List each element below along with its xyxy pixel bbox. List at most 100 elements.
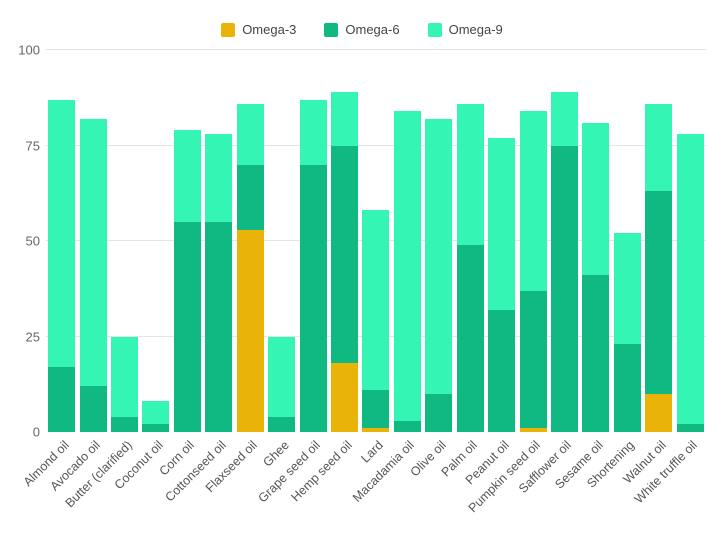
bar-segment-omega9 [582,123,609,276]
bar-segment-omega9 [268,337,295,417]
bar [237,104,264,433]
bar-slot [580,50,611,432]
bar-segment-omega9 [457,104,484,245]
bar-segment-omega9 [425,119,452,394]
y-tick-label: 50 [6,234,40,249]
bar-segment-omega9 [237,104,264,165]
bar-slot [297,50,328,432]
legend-swatch-omega9 [428,23,442,37]
bar [520,111,547,432]
legend-label: Omega-3 [242,22,296,37]
bar-slot [549,50,580,432]
bar-segment-omega6 [582,275,609,432]
bar-segment-omega6 [520,291,547,429]
legend: Omega-3 Omega-6 Omega-9 [0,22,724,37]
bar-slot [77,50,108,432]
legend-item-omega9: Omega-9 [428,22,503,37]
bar-slot [329,50,360,432]
bar [425,119,452,432]
bar-segment-omega6 [237,165,264,230]
bar-segment-omega6 [205,222,232,432]
bar-segment-omega3 [331,363,358,432]
bar-slot [266,50,297,432]
bar-segment-omega9 [677,134,704,424]
y-tick-label: 100 [6,43,40,58]
legend-label: Omega-6 [345,22,399,37]
bar-segment-omega6 [677,424,704,432]
bar [551,92,578,432]
bar-segment-omega9 [174,130,201,222]
bar-segment-omega6 [394,421,421,432]
bar-segment-omega6 [614,344,641,432]
bar [80,119,107,432]
bar-segment-omega9 [551,92,578,145]
bar [142,401,169,432]
bar-slot [140,50,171,432]
bar [205,134,232,432]
bar-segment-omega6 [300,165,327,432]
bar-segment-omega6 [80,386,107,432]
bar-slot [46,50,77,432]
bar-segment-omega6 [362,390,389,428]
bar-segment-omega9 [488,138,515,310]
bar [300,100,327,432]
bar-segment-omega6 [551,146,578,433]
bar-segment-omega6 [645,191,672,393]
bar-segment-omega3 [520,428,547,432]
bar [394,111,421,432]
bar [331,92,358,432]
y-tick-label: 0 [6,425,40,440]
bar-slot [486,50,517,432]
bar [174,130,201,432]
bar-slot [109,50,140,432]
bar-segment-omega6 [331,146,358,364]
bar-segment-omega9 [142,401,169,424]
bars-container [46,50,706,432]
bar [614,233,641,432]
bar [457,104,484,433]
bar [48,100,75,432]
bar-slot [172,50,203,432]
bar-slot [203,50,234,432]
bar-segment-omega9 [362,210,389,390]
bar-segment-omega9 [394,111,421,420]
omega-stacked-bar-chart: Omega-3Omega-6Omega-9 0255075100 Almond … [0,0,724,543]
bar [362,210,389,432]
bar-slot [360,50,391,432]
bar-segment-omega3 [237,230,264,432]
bar-segment-omega6 [111,417,138,432]
legend-item-omega3: Omega-3 [221,22,296,37]
bar-segment-omega6 [488,310,515,432]
bar-segment-omega9 [80,119,107,386]
bar-slot [235,50,266,432]
bar-segment-omega6 [457,245,484,432]
bar-segment-omega6 [48,367,75,432]
legend-label: Omega-9 [449,22,503,37]
bar-slot [392,50,423,432]
bar-segment-omega3 [362,428,389,432]
bar-segment-omega9 [205,134,232,222]
bar-segment-omega9 [48,100,75,367]
legend-item-omega6: Omega-6 [324,22,399,37]
bar-segment-omega6 [174,222,201,432]
bar-segment-omega3 [645,394,672,432]
bar-segment-omega9 [111,337,138,417]
bar-slot [454,50,485,432]
bar [111,337,138,432]
bar-segment-omega9 [300,100,327,165]
bar-segment-omega9 [614,233,641,344]
bar-segment-omega9 [645,104,672,192]
legend-swatch-omega6 [324,23,338,37]
y-tick-label: 75 [6,138,40,153]
bar-segment-omega6 [142,424,169,432]
bar [677,134,704,432]
bar-segment-omega6 [268,417,295,432]
legend-swatch-omega3 [221,23,235,37]
bar [488,138,515,432]
y-tick-label: 25 [6,329,40,344]
bar [582,123,609,432]
bar [268,337,295,432]
bar-slot [643,50,674,432]
bar-slot [517,50,548,432]
bar-slot [612,50,643,432]
